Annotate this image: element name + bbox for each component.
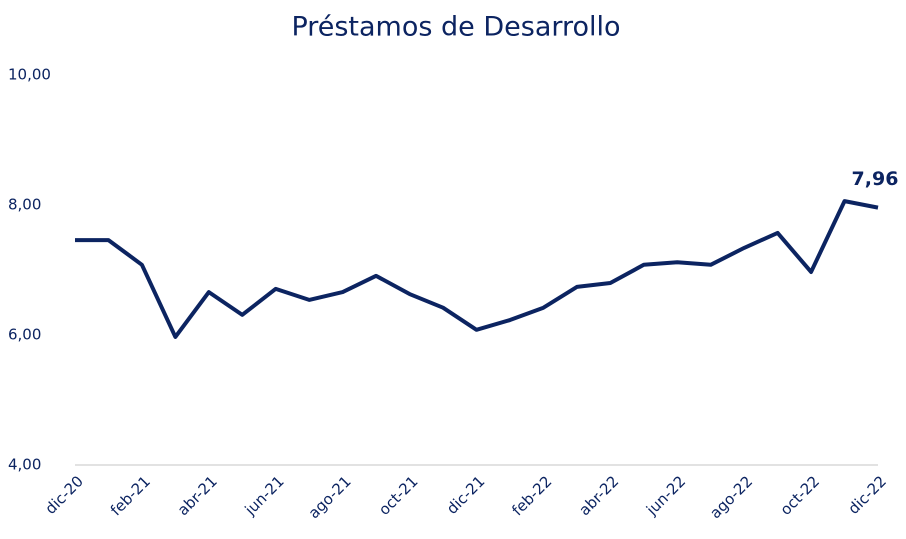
data-label: 7,96 xyxy=(852,168,899,190)
y-tick-label: 10,00 xyxy=(8,66,51,84)
x-tick-label: dic-22 xyxy=(844,472,890,518)
y-tick-label: 4,00 xyxy=(8,456,41,474)
x-tick-label: dic-20 xyxy=(41,472,87,518)
chart-title: Préstamos de Desarrollo xyxy=(291,12,620,43)
x-tick-label: abr-22 xyxy=(575,472,622,519)
x-tick-label: feb-22 xyxy=(508,472,555,519)
x-tick-label: feb-21 xyxy=(107,472,154,519)
x-tick-label: ago-21 xyxy=(305,472,355,522)
y-tick-label: 6,00 xyxy=(8,326,41,344)
x-tick-label: jun-22 xyxy=(642,472,689,519)
line xyxy=(75,199,879,339)
x-tick-label: abr-21 xyxy=(174,472,221,519)
x-tick-label: dic-21 xyxy=(443,472,489,518)
x-tick-label: oct-21 xyxy=(375,472,422,519)
x-tick-label: ago-22 xyxy=(706,472,756,522)
y-tick-label: 8,00 xyxy=(8,196,41,214)
x-tick-label: oct-22 xyxy=(777,472,824,519)
x-tick-label: jun-21 xyxy=(241,472,288,519)
